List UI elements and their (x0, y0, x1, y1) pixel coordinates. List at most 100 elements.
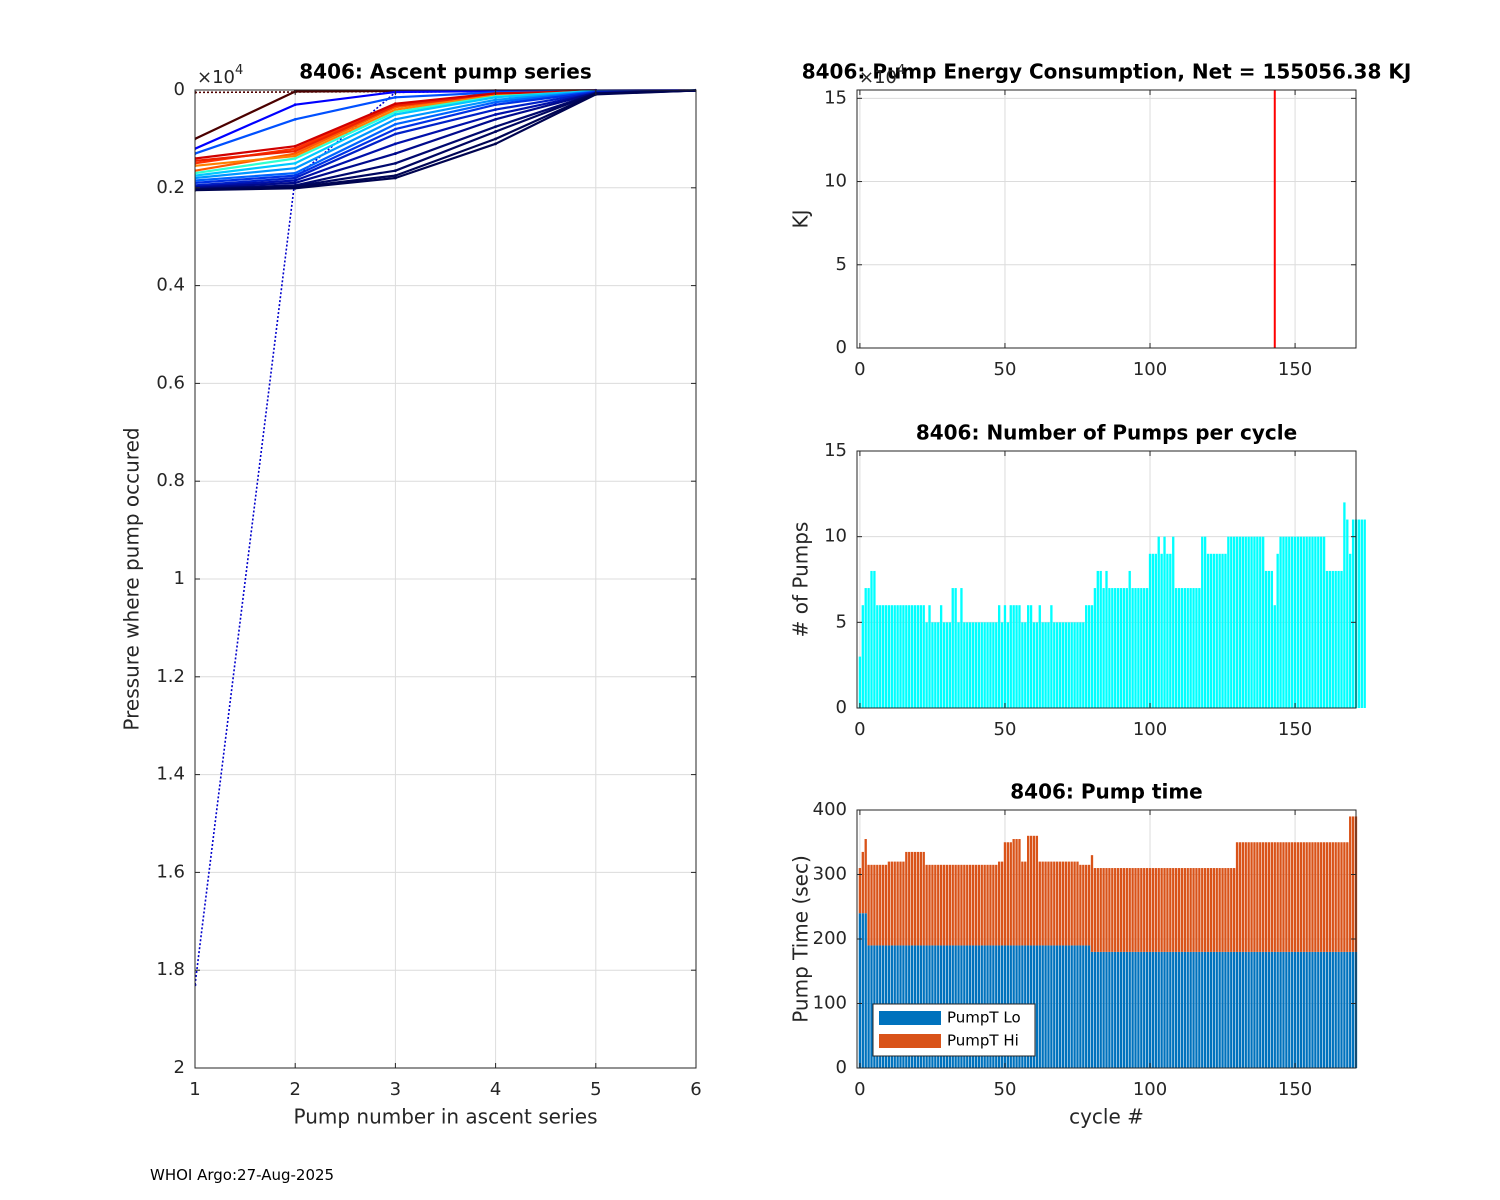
ascent-point (494, 130, 497, 133)
npumps-bar (1363, 519, 1366, 708)
pumptime-bar-lo (1163, 951, 1166, 1068)
pumptime-bar-hi (931, 864, 934, 946)
pumptime-bar-lo (1288, 951, 1291, 1068)
npumps-bar (1288, 536, 1291, 708)
pumptime-bar-hi (1000, 861, 1004, 946)
pumptime-bar-hi (1250, 842, 1253, 952)
npumps-bar (1027, 605, 1030, 708)
npumps-bar (1320, 536, 1323, 708)
ascent-x-tick-label: 3 (390, 1079, 401, 1100)
npumps-bar (908, 605, 911, 708)
pumptime-bar-hi (858, 868, 862, 914)
pumptime-bar-hi (1311, 842, 1314, 952)
pumptime-bar-hi (1235, 842, 1239, 952)
npumps-bar (870, 570, 873, 708)
npumps-bar (1035, 622, 1039, 708)
npumps-bar (1148, 553, 1152, 708)
pumptime-bar-lo (1224, 951, 1227, 1068)
npumps-bar (1346, 519, 1349, 708)
npumps-bar (910, 605, 914, 708)
pumptime-bar-hi (910, 851, 914, 946)
ascent-point (494, 137, 497, 141)
pumptime-bar-lo (1203, 951, 1207, 1068)
ascent-point (394, 110, 397, 114)
npumps-bar (974, 622, 978, 708)
npumps-bar (1015, 605, 1018, 708)
npumps-bar (1131, 588, 1134, 708)
pumptime-bar-hi (971, 864, 975, 946)
npumps-bar (1305, 536, 1308, 708)
pumptime-bar-hi (1131, 868, 1134, 952)
pumptime-bar-hi (1032, 835, 1036, 946)
pumptime-bar-lo (1259, 951, 1262, 1068)
ascent-point (394, 95, 397, 99)
energy-y-tick-label: 5 (836, 254, 847, 275)
pumptime-x-tick-label: 100 (1133, 1079, 1167, 1100)
pumptime-bar-hi (1264, 842, 1268, 952)
npumps-bar (1003, 605, 1007, 708)
pumptime-bar-hi (966, 864, 969, 946)
npumps-bar (1232, 536, 1236, 708)
pumptime-bar-lo (1180, 951, 1184, 1068)
pumptime-bar-hi (1337, 842, 1340, 952)
npumps-bar (1093, 588, 1097, 708)
pumptime-bar-hi (1189, 868, 1192, 952)
ascent-point (494, 100, 497, 104)
pumptime-bar-hi (913, 851, 917, 946)
ascent-point (394, 117, 397, 121)
pumptime-bar-hi (1087, 864, 1091, 946)
pumptime-bar-lo (1105, 951, 1108, 1068)
npumps-bar (1311, 536, 1314, 708)
pumptime-bar-hi (1198, 868, 1201, 952)
npumps-bar (1276, 553, 1279, 708)
pumptime-bar-lo (1337, 951, 1340, 1068)
npumps-bar (1224, 553, 1227, 708)
energy-bar (1273, 90, 1276, 348)
ascent-point (394, 176, 397, 180)
npumps-bar (977, 622, 981, 708)
pumptime-bar-lo (1082, 945, 1085, 1068)
npumps-bar (1134, 588, 1137, 708)
npumps-x-tick-label: 100 (1133, 719, 1167, 740)
pumptime-bar-hi (1160, 868, 1163, 952)
npumps-bar (1206, 553, 1210, 708)
pumptime-bar-hi (1119, 868, 1123, 952)
pumptime-bar-lo (1328, 951, 1332, 1068)
pumptime-bar-lo (1232, 951, 1236, 1068)
pumptime-bar-lo (1334, 951, 1337, 1068)
ascent-line-cycle-171 (195, 89, 696, 192)
pumptime-bar-lo (1070, 945, 1073, 1068)
pumptime-bar-lo (1264, 951, 1268, 1068)
npumps-bar (1085, 605, 1088, 708)
npumps-bar (1299, 536, 1303, 708)
npumps-bar (1296, 536, 1300, 708)
npumps-bar (1302, 536, 1305, 708)
npumps-bar (937, 622, 940, 708)
pumptime-bar-hi (1212, 868, 1216, 952)
pumptime-bar-lo (861, 913, 864, 1068)
pumptime-bar-lo (1085, 945, 1088, 1068)
npumps-bar (1273, 605, 1276, 708)
pumptime-frame: 0 50 100 150 0 100 200 300 400 8406: Pump time cyc… (789, 780, 1357, 1129)
npumps-bar (1172, 536, 1175, 708)
pumptime-bar-lo (1090, 951, 1094, 1068)
npumps-bar (1047, 622, 1050, 708)
pumptime-bar-lo (1076, 945, 1079, 1068)
npumps-bar (1247, 536, 1250, 708)
pumptime-bar-hi (1308, 842, 1311, 952)
pumptime-bar-hi (1195, 868, 1198, 952)
pumptime-bar-lo (1253, 951, 1256, 1068)
pumptime-bar-hi (960, 864, 963, 946)
npumps-frame: 0 50 100 150 0 5 10 15 8406: Number of Pumps per… (789, 421, 1357, 740)
pumptime-bar-lo (1267, 951, 1271, 1068)
npumps-bar (858, 656, 862, 708)
npumps-bar (1343, 502, 1346, 708)
pumptime-bar-lo (1035, 945, 1039, 1068)
npumps-bar (1114, 588, 1117, 708)
npumps-bar (896, 605, 899, 708)
npumps-bar (1137, 588, 1140, 708)
pumptime-bar-lo (1169, 951, 1172, 1068)
pumptime-bar-hi (1041, 861, 1044, 946)
pumptime-bar-hi (1296, 842, 1300, 952)
